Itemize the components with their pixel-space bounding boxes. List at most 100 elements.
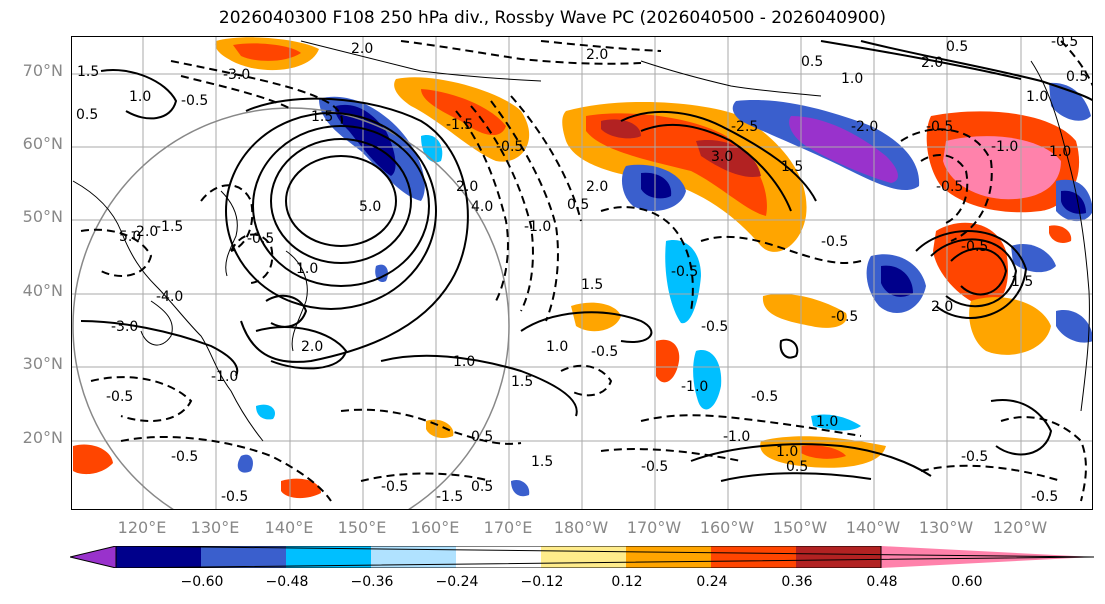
contour-label: -3.0	[111, 319, 138, 335]
colorbar-tick: −0.36	[350, 574, 394, 590]
divergence-shading	[73, 37, 1092, 499]
contour-label: -0.5	[831, 309, 858, 325]
contour-label: 5.0	[119, 229, 141, 245]
colorbar-segment	[626, 546, 711, 568]
contour-label: -0.5	[701, 319, 728, 335]
contour-label: -0.5	[961, 239, 988, 255]
contour-label: 2.0	[931, 299, 953, 315]
lon-label-140w: 140°W	[845, 518, 901, 537]
contour-label: 0.5	[76, 107, 98, 123]
contour-label: 0.5	[471, 429, 493, 445]
contour-label: 1.0	[129, 89, 151, 105]
lon-label-130w: 130°W	[918, 518, 974, 537]
contour-label: 2.0	[586, 47, 608, 63]
lat-label-20n: 20°N	[22, 428, 63, 447]
map-canvas: 2.0 2.0 -3.0 1.5 1.0 -0.5 0.5 1.5 -1.5 2…	[72, 37, 1092, 509]
contour-label: -2.0	[851, 119, 878, 135]
contour-label: -0.5	[591, 344, 618, 360]
contour-label: 1.5	[781, 159, 803, 175]
contour-label: -0.5	[671, 264, 698, 280]
map-panel[interactable]: 2.0 2.0 -3.0 1.5 1.0 -0.5 0.5 1.5 -1.5 2…	[71, 36, 1093, 510]
contour-label: 1.5	[311, 109, 333, 125]
contour-label: -1.0	[524, 219, 551, 235]
contour-label: 1.0	[816, 414, 838, 430]
lat-label-60n: 60°N	[22, 134, 63, 153]
lon-label-150e: 150°E	[337, 518, 387, 537]
reference-circle	[72, 107, 510, 509]
contour-label: -0.5	[751, 389, 778, 405]
colorbar-segment	[796, 546, 881, 568]
positive-contours	[80, 40, 1092, 482]
contour-label: -0.5	[1051, 37, 1078, 50]
colorbar-segment	[201, 546, 286, 568]
colorbar-segment	[371, 546, 456, 568]
lon-label-140e: 140°E	[264, 518, 314, 537]
contour-label: 0.5	[786, 459, 808, 475]
contour-label: 1.0	[1049, 144, 1071, 160]
contour-label: 1.0	[841, 71, 863, 87]
lon-label-120w: 120°W	[992, 518, 1048, 537]
contour-label: 2.0	[351, 41, 373, 57]
contour-label: -0.5	[936, 179, 963, 195]
contour-label: 2.0	[456, 179, 478, 195]
lon-label-120e: 120°E	[117, 518, 167, 537]
contour-label: -1.5	[446, 117, 473, 133]
contour-label: -0.5	[1031, 489, 1058, 505]
contour-label: 1.0	[453, 354, 475, 370]
contour-label: -0.5	[821, 234, 848, 250]
colorbar-extend-low	[70, 546, 116, 568]
contour-label: 3.0	[711, 149, 733, 165]
contour-label: -1.0	[681, 379, 708, 395]
contour-label: 5.0	[359, 199, 381, 215]
contour-label: -0.5	[171, 449, 198, 465]
contour-label: -1.5	[156, 219, 183, 235]
contour-label: 0.5	[946, 39, 968, 55]
contour-label: 0.5	[801, 54, 823, 70]
graticule	[72, 37, 1092, 509]
contour-label: 2.0	[586, 179, 608, 195]
contour-label: 1.0	[546, 339, 568, 355]
colorbar-frame	[115, 546, 882, 568]
contour-label: 1.5	[581, 277, 603, 293]
contour-label: -2.0	[131, 224, 158, 240]
contour-label: -0.5	[381, 479, 408, 495]
contour-label: -0.5	[641, 459, 668, 475]
map-title: 2026040300 F108 250 hPa div., Rossby Wav…	[218, 8, 887, 28]
contour-label: 2.0	[921, 55, 943, 71]
contour-label: 0.5	[567, 197, 589, 213]
lon-label-180w: 180°W	[553, 518, 609, 537]
colorbar-tick: −0.12	[520, 574, 564, 590]
lon-label-130e: 130°E	[190, 518, 240, 537]
lat-label-50n: 50°N	[22, 207, 63, 226]
contour-label: -1.0	[991, 139, 1018, 155]
colorbar-segment	[116, 546, 201, 568]
contour-label: -0.5	[961, 449, 988, 465]
contour-label: -1.5	[436, 489, 463, 505]
contour-label: 1.5	[1011, 274, 1033, 290]
contour-label: -1.0	[723, 429, 750, 445]
contour-label: -0.5	[247, 231, 274, 247]
lon-label-170e: 170°E	[483, 518, 533, 537]
contour-label: 1.0	[1026, 89, 1048, 105]
colorbar-segment	[286, 546, 371, 568]
colorbar-tick: 0.48	[866, 574, 898, 590]
contour-label: 1.0	[296, 261, 318, 277]
colorbar-tick: 0.60	[951, 574, 983, 590]
lat-label-40n: 40°N	[22, 281, 63, 300]
colorbar-outline	[70, 546, 1094, 568]
lon-label-150w: 150°W	[772, 518, 828, 537]
colorbar-tick: 0.36	[781, 574, 813, 590]
contour-label: 2.0	[301, 339, 323, 355]
contour-label: 0.5	[1066, 69, 1088, 85]
lat-label-30n: 30°N	[22, 354, 63, 373]
colorbar-tick: 0.12	[611, 574, 643, 590]
colorbar-segment	[456, 546, 541, 568]
negative-contours	[80, 40, 1092, 502]
contour-label: -0.5	[106, 389, 133, 405]
contour-label: -0.5	[926, 119, 953, 135]
colorbar-tick: −0.48	[265, 574, 309, 590]
colorbar-tick: 0.24	[696, 574, 728, 590]
contour-label: 4.0	[471, 199, 493, 215]
contour-label: 1.5	[511, 374, 533, 390]
colorbar	[70, 546, 1094, 568]
